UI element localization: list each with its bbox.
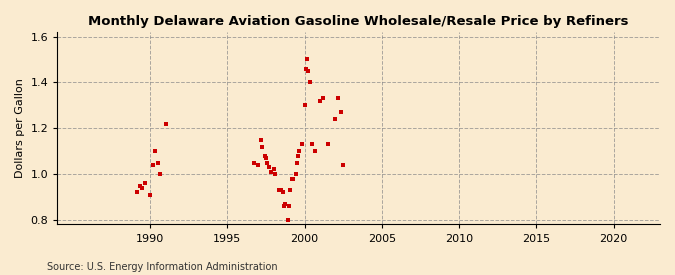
Point: [262, 160, 273, 165]
Point: [249, 160, 260, 165]
Point: [276, 188, 287, 192]
Point: [290, 172, 301, 176]
Point: [304, 80, 315, 85]
Point: [256, 144, 267, 149]
Point: [279, 204, 290, 208]
Point: [286, 177, 297, 181]
Point: [299, 103, 310, 108]
Point: [280, 202, 291, 206]
Title: Monthly Delaware Aviation Gasoline Wholesale/Resale Price by Refiners: Monthly Delaware Aviation Gasoline Whole…: [88, 15, 629, 28]
Point: [284, 204, 294, 208]
Point: [155, 172, 166, 176]
Point: [323, 142, 333, 147]
Point: [294, 149, 305, 153]
Point: [310, 149, 321, 153]
Point: [144, 192, 155, 197]
Point: [285, 188, 296, 192]
Point: [277, 190, 288, 195]
Point: [335, 110, 346, 114]
Point: [253, 163, 264, 167]
Point: [296, 142, 307, 147]
Point: [134, 183, 145, 188]
Point: [150, 149, 161, 153]
Point: [293, 153, 304, 158]
Point: [307, 142, 318, 147]
Point: [263, 165, 274, 169]
Point: [317, 96, 328, 101]
Point: [330, 117, 341, 121]
Point: [255, 138, 266, 142]
Point: [266, 170, 277, 174]
Point: [338, 163, 348, 167]
Point: [140, 181, 151, 185]
Point: [147, 163, 158, 167]
Point: [300, 67, 311, 71]
Point: [269, 172, 280, 176]
Point: [160, 122, 171, 126]
Point: [302, 57, 313, 62]
Y-axis label: Dollars per Gallon: Dollars per Gallon: [15, 78, 25, 178]
Point: [137, 186, 148, 190]
Point: [333, 96, 344, 101]
Point: [273, 188, 284, 192]
Text: Source: U.S. Energy Information Administration: Source: U.S. Energy Information Administ…: [47, 262, 278, 272]
Point: [288, 177, 298, 181]
Point: [283, 218, 294, 222]
Point: [315, 98, 325, 103]
Point: [292, 160, 302, 165]
Point: [259, 153, 270, 158]
Point: [153, 160, 163, 165]
Point: [261, 156, 271, 160]
Point: [132, 190, 142, 195]
Point: [303, 69, 314, 73]
Point: [268, 167, 279, 172]
